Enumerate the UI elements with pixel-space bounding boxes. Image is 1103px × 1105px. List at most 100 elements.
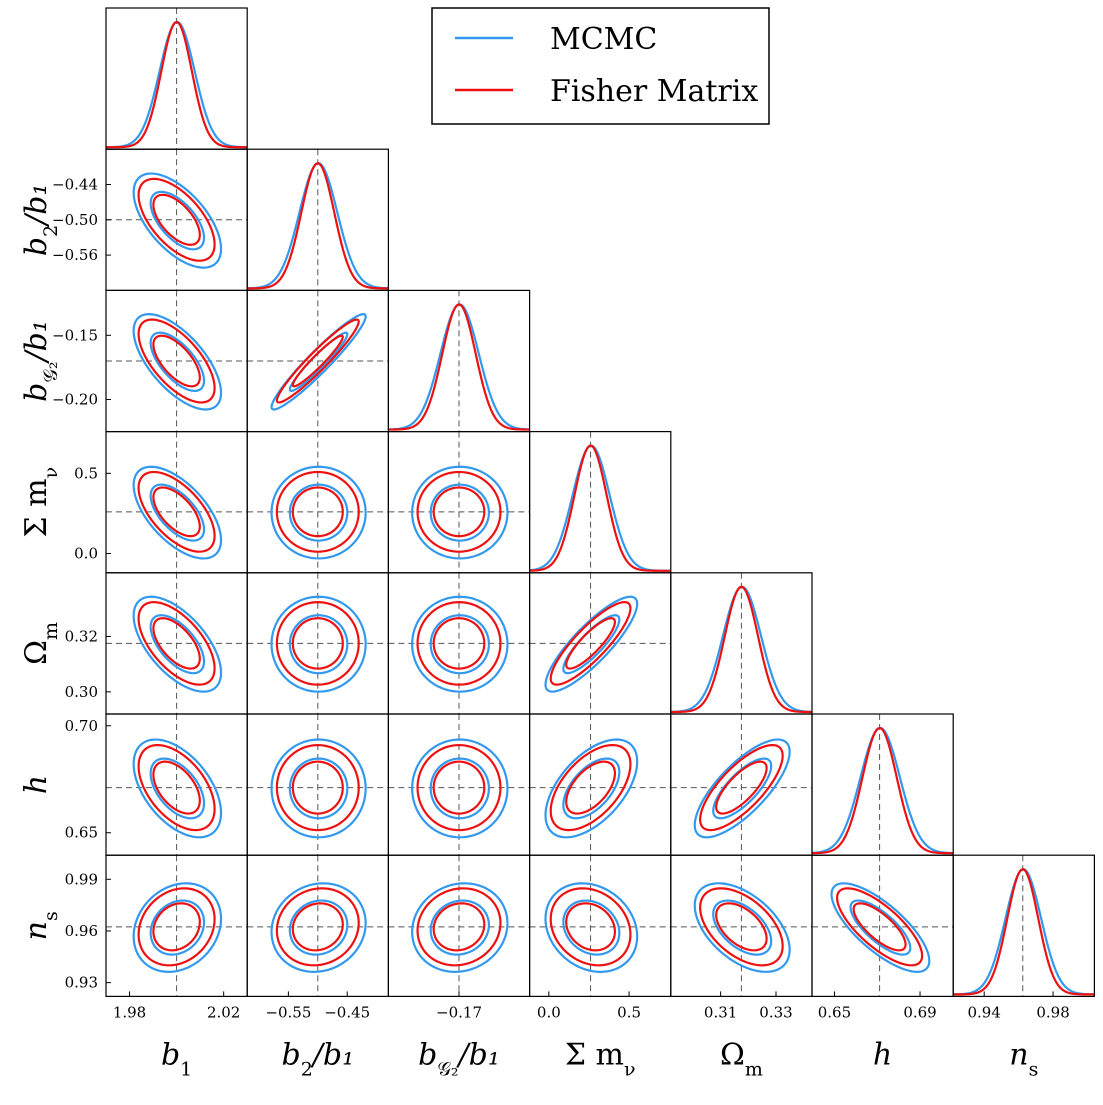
y-tick-label-omega_m: 0.30: [65, 683, 98, 701]
panel-b1-vs-b1: [105, 7, 248, 150]
contour-95-mcmc: [132, 882, 223, 973]
contour-68-fisher-matrix: [152, 193, 201, 246]
contour-95-fisher-matrix: [137, 601, 216, 686]
y-tick-label-b2_over_b1: −0.44: [52, 176, 98, 194]
contour-68-fisher-matrix: [565, 617, 617, 670]
contour-95-fisher-matrix: [275, 601, 360, 686]
contour-68-fisher-matrix: [432, 760, 486, 815]
contour-68-fisher-matrix: [291, 617, 344, 670]
panel-b2_over_b1-vs-b1: [105, 148, 248, 291]
contour-95-mcmc: [830, 882, 931, 973]
contour-68-fisher-matrix: [152, 334, 201, 388]
panel-frame: [528, 431, 672, 574]
marginal-curve-fisher-matrix: [670, 585, 812, 714]
y-tick-label-sum_mnu: 0.5: [74, 464, 98, 482]
panel-n_s-vs-b1: [105, 854, 248, 998]
panel-content: [106, 149, 248, 291]
contour-68-fisher-matrix: [152, 617, 201, 670]
panel-bG2_over_b1-vs-b1: [105, 289, 248, 433]
panel-bG2_over_b1-vs-bG2_over_b1: [387, 289, 531, 433]
x-axis-label-b2_over_b1: b2/b₁: [281, 1037, 354, 1080]
contour-68-mcmc: [429, 483, 491, 542]
panel-omega_m-vs-omega_m: [670, 572, 813, 715]
x-tick-label-n_s: 0.94: [967, 1003, 1000, 1021]
contour-95-fisher-matrix: [137, 743, 216, 832]
panel-content: [812, 714, 954, 856]
panel-b2_over_b1-vs-b2_over_b1: [246, 148, 389, 291]
contour-95-mcmc: [270, 595, 367, 693]
y-tick-label-b2_over_b1: −0.56: [52, 246, 98, 264]
legend: MCMC Fisher Matrix: [431, 7, 770, 125]
panel-n_s-vs-omega_m: [670, 854, 813, 998]
contour-95-mcmc: [411, 595, 509, 693]
panel-h-vs-b1: [105, 713, 248, 856]
contour-68-mcmc: [562, 899, 621, 956]
contour-68-fisher-matrix: [291, 902, 344, 952]
x-tick-label-omega_m: 0.31: [704, 1003, 737, 1021]
x-tick-label-n_s: 0.98: [1036, 1003, 1069, 1021]
contour-95-mcmc: [270, 882, 367, 973]
panel-content: [529, 855, 671, 997]
contour-68-mcmc: [288, 757, 349, 820]
panel-content: [529, 431, 671, 573]
x-tick-label-sum_mnu: 0.0: [537, 1003, 561, 1021]
panel-content: [670, 572, 812, 714]
x-tick-label-b1: 2.02: [207, 1003, 240, 1021]
contour-95-mcmc: [411, 465, 509, 560]
contour-68-mcmc: [288, 483, 349, 542]
contour-95-fisher-matrix: [137, 470, 216, 553]
x-tick-label-h: 0.65: [818, 1003, 851, 1021]
contour-68-fisher-matrix: [291, 334, 344, 388]
contour-95-mcmc: [270, 313, 367, 411]
panel-frame: [811, 713, 954, 856]
panel-content: [106, 714, 248, 856]
contour-95-mcmc: [411, 738, 509, 839]
contour-68-fisher-matrix: [715, 760, 768, 815]
panel-content: [247, 855, 389, 997]
contour-68-mcmc: [288, 614, 349, 675]
contour-95-mcmc: [270, 465, 367, 560]
contour-68-fisher-matrix: [152, 902, 201, 952]
x-tick-label-h: 0.69: [903, 1003, 936, 1021]
y-tick-label-h: 0.70: [65, 717, 98, 735]
y-axis-label-b2_over_b1: b2/b₁: [19, 183, 62, 256]
x-tick-label-b2_over_b1: −0.55: [265, 1003, 311, 1021]
contour-68-fisher-matrix: [152, 760, 201, 815]
panel-content: [106, 8, 248, 150]
panel-bG2_over_b1-vs-b2_over_b1: [246, 289, 389, 433]
marginal-curve-mcmc: [953, 868, 1095, 996]
contour-95-fisher-matrix: [835, 887, 924, 967]
contour-68-mcmc: [149, 899, 206, 956]
contour-68-fisher-matrix: [432, 617, 486, 670]
panel-sum_mnu-vs-b2_over_b1: [246, 431, 389, 574]
panel-content: [953, 855, 1095, 997]
contour-68-mcmc: [562, 757, 621, 820]
contour-95-fisher-matrix: [275, 470, 360, 553]
x-axis-label-omega_m: Ωm: [720, 1037, 763, 1080]
contour-95-fisher-matrix: [416, 601, 502, 686]
panel-h-vs-sum_mnu: [528, 713, 672, 856]
contour-95-fisher-matrix: [275, 318, 360, 404]
contour-95-fisher-matrix: [549, 601, 632, 686]
panel-content: [388, 572, 530, 714]
panel-content: [388, 714, 530, 856]
contour-68-fisher-matrix: [291, 486, 344, 538]
marginal-curve-fisher-matrix: [812, 726, 954, 855]
marginal-curve-fisher-matrix: [388, 303, 530, 431]
contour-95-fisher-matrix: [275, 743, 360, 832]
x-axis-label-b1: b1: [161, 1037, 192, 1080]
contour-95-mcmc: [132, 595, 223, 693]
contour-68-fisher-matrix: [291, 760, 344, 815]
y-axis-label-omega_m: Ωm: [19, 622, 62, 665]
panel-n_s-vs-sum_mnu: [528, 854, 672, 998]
y-axis-label-sum_mnu: Σ mν: [19, 467, 62, 538]
panel-content: [247, 290, 389, 432]
contour-68-fisher-matrix: [152, 486, 201, 538]
y-tick-label-bG2_over_b1: −0.15: [52, 326, 98, 344]
y-tick-label-n_s: 0.93: [65, 974, 98, 992]
y-axis-label-bG2_over_b1: b𝒢₂/b₁: [19, 320, 62, 402]
legend-box: [431, 7, 770, 125]
contour-68-mcmc: [149, 331, 206, 393]
panel-content: [388, 431, 530, 573]
